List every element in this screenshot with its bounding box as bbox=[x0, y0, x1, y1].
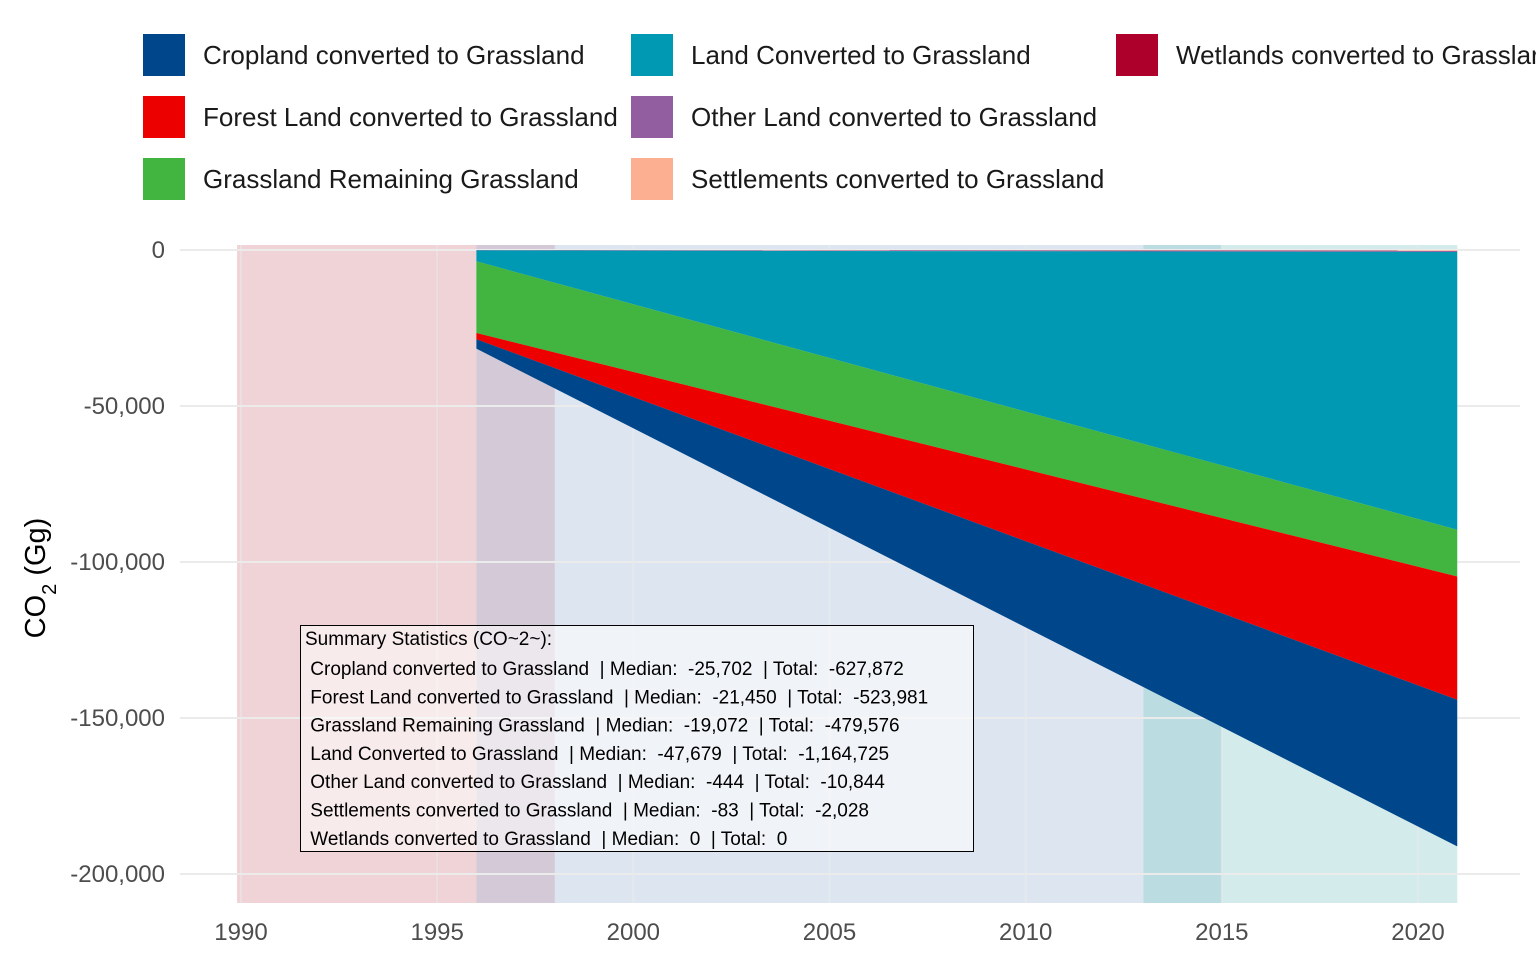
x-tick-label: 2020 bbox=[1391, 919, 1444, 946]
summary-lines: Cropland converted to Grassland | Median… bbox=[305, 659, 928, 850]
y-tick-label: -200,000 bbox=[70, 861, 165, 888]
area-grassland-remaining-grassland bbox=[476, 261, 1458, 577]
legend-label: Forest Land converted to Grassland bbox=[203, 102, 618, 132]
y-tick-label: -100,000 bbox=[70, 549, 165, 576]
summary-line: Other Land converted to Grassland | Medi… bbox=[305, 772, 885, 793]
summary-line: Forest Land converted to Grassland | Med… bbox=[305, 687, 928, 708]
legend-item: Wetlands converted to Grasslar bbox=[1116, 34, 1536, 76]
x-tick-label: 1995 bbox=[410, 919, 463, 946]
y-tick-label: 0 bbox=[152, 237, 165, 264]
legend-label: Grassland Remaining Grassland bbox=[203, 164, 579, 194]
legend-swatch bbox=[631, 96, 673, 138]
area-land-converted-to-grassland bbox=[476, 250, 1458, 530]
x-axis-ticks: 1990 1995 2000 2005 2010 2015 2020 bbox=[214, 919, 1444, 946]
legend-swatch bbox=[143, 96, 185, 138]
x-tick-label: 2010 bbox=[999, 919, 1052, 946]
area-settlements-converted-to-grassland bbox=[476, 250, 1458, 251]
legend-swatch bbox=[1116, 34, 1158, 76]
legend-item: Other Land converted to Grassland bbox=[631, 96, 1097, 138]
summary-line: Cropland converted to Grassland | Median… bbox=[305, 659, 904, 680]
legend-label: Cropland converted to Grassland bbox=[203, 40, 585, 70]
summary-line: Land Converted to Grassland | Median: -4… bbox=[305, 744, 889, 765]
y-tick-label: -50,000 bbox=[84, 393, 165, 420]
legend-swatch bbox=[631, 34, 673, 76]
legend-item: Cropland converted to Grassland bbox=[143, 34, 585, 76]
legend-swatch bbox=[143, 158, 185, 200]
summary-title: Summary Statistics (CO~2~): bbox=[305, 629, 552, 650]
legend-item: Forest Land converted to Grassland bbox=[143, 96, 618, 138]
legend-item: Settlements converted to Grassland bbox=[631, 158, 1104, 200]
area-forest-land-converted-to-grassland bbox=[476, 333, 1458, 700]
area-cropland-converted-to-grassland bbox=[476, 339, 1458, 847]
legend-label: Wetlands converted to Grasslar bbox=[1176, 40, 1536, 70]
y-axis-label: CO2 (Gg) bbox=[20, 518, 61, 639]
legend-label: Land Converted to Grassland bbox=[691, 40, 1031, 70]
legend-label: Other Land converted to Grassland bbox=[691, 102, 1097, 132]
summary-line: Grassland Remaining Grassland | Median: … bbox=[305, 716, 900, 737]
x-tick-label: 2005 bbox=[803, 919, 856, 946]
stacked-areas bbox=[476, 250, 1458, 847]
y-tick-label: -150,000 bbox=[70, 705, 165, 732]
x-tick-label: 2000 bbox=[607, 919, 660, 946]
x-tick-label: 2015 bbox=[1195, 919, 1248, 946]
y-axis-label-main: CO bbox=[20, 595, 52, 639]
y-axis-label-sub: 2 bbox=[39, 584, 61, 595]
legend-label: Settlements converted to Grassland bbox=[691, 164, 1104, 194]
summary-line: Settlements converted to Grassland | Med… bbox=[305, 801, 869, 822]
legend-item: Grassland Remaining Grassland bbox=[143, 158, 579, 200]
summary-line: Wetlands converted to Grassland | Median… bbox=[305, 829, 787, 850]
area-other-land-converted-to-grassland bbox=[476, 250, 1458, 253]
y-axis-ticks: 0 -50,000 -100,000 -150,000 -200,000 bbox=[70, 237, 165, 888]
y-axis-label-unit: (Gg) bbox=[20, 518, 52, 584]
legend-swatch bbox=[631, 158, 673, 200]
legend: Cropland converted to Grassland Land Conv… bbox=[143, 34, 1536, 200]
legend-item: Land Converted to Grassland bbox=[631, 34, 1031, 76]
legend-swatch bbox=[143, 34, 185, 76]
summary-box: Summary Statistics (CO~2~): Cropland con… bbox=[300, 625, 974, 852]
x-tick-label: 1990 bbox=[214, 919, 267, 946]
